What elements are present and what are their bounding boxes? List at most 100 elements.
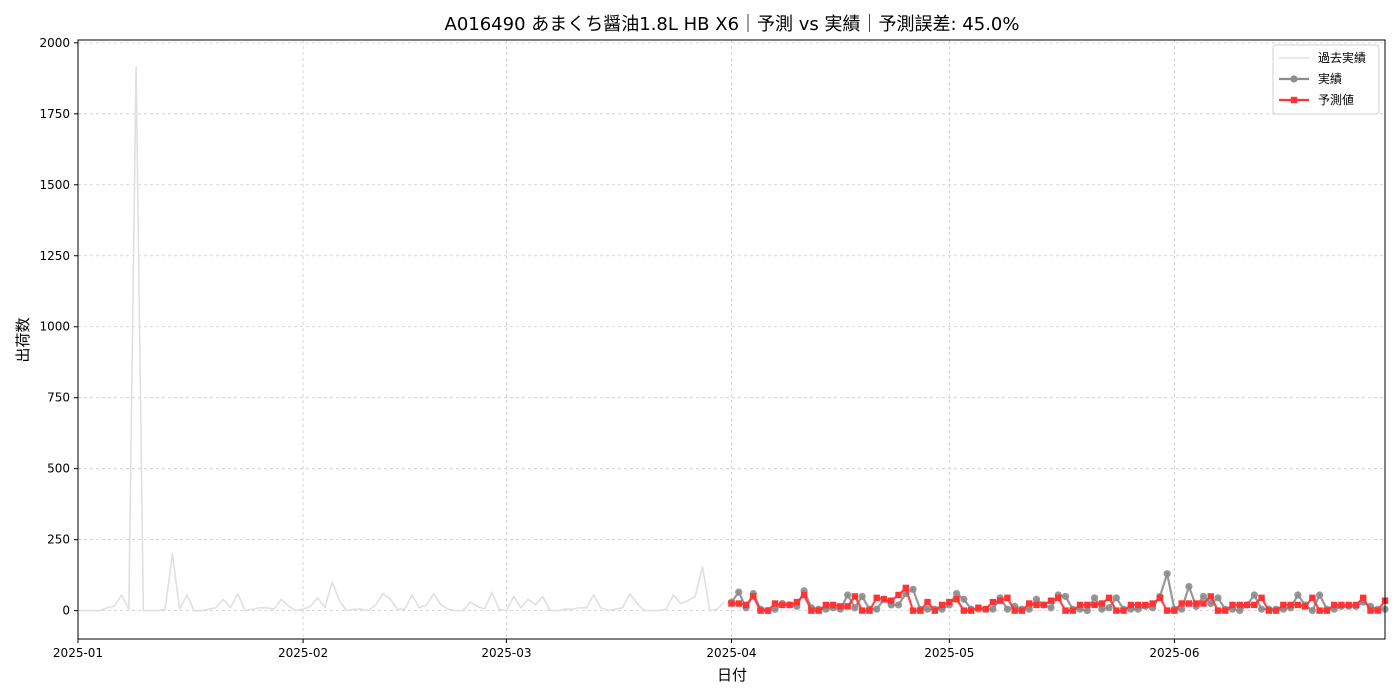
data-point [1250,591,1258,599]
x-tick-label: 2025-05 [924,646,974,660]
data-point [1301,603,1309,610]
data-point [793,598,801,606]
data-point [1061,592,1070,601]
data-point [1199,592,1208,601]
data-point [815,607,822,614]
data-point [1178,605,1186,613]
data-point [851,604,859,612]
data-point [1149,600,1156,607]
data-point [952,589,961,598]
series-2 [728,584,1389,614]
data-point [1309,594,1316,602]
data-point [1214,594,1222,602]
data-point [859,607,866,614]
data-point [924,598,931,606]
data-point [917,607,924,614]
data-point [1294,601,1302,609]
data-point [844,591,852,599]
data-point [844,603,851,610]
data-point [1098,605,1106,613]
legend-entry: 実績 [1279,71,1342,86]
data-point [1207,593,1214,600]
data-point [895,591,902,599]
data-point [1076,601,1084,609]
data-point [1294,591,1302,599]
legend-box [1272,44,1380,115]
legend-entry: 予測値 [1279,92,1354,107]
data-point [1178,600,1185,607]
data-point [1287,601,1294,609]
data-point [946,598,953,606]
data-point [1120,607,1127,614]
data-point [1257,605,1266,613]
y-tick-label: 250 [47,533,70,547]
x-axis-label: 日付 [717,666,747,684]
data-point [771,600,779,607]
data-point [771,605,779,613]
data-point [1026,600,1033,607]
data-point [1214,607,1222,614]
data-point [880,596,888,603]
data-point [822,601,830,609]
data-point [967,607,975,614]
y-tick-label: 1250 [39,249,70,263]
data-point [1047,597,1055,604]
legend-label: 予測値 [1318,92,1354,107]
data-point [996,597,1004,604]
data-point [1112,594,1120,602]
x-tick-label: 2025-02 [278,646,328,660]
data-point [800,591,808,599]
data-point [1243,601,1251,609]
data-point [1033,601,1040,609]
data-point [1236,601,1243,609]
x-tick-label: 2025-03 [481,646,531,660]
data-point [1025,605,1033,613]
data-point [1185,600,1193,607]
data-point [1316,607,1323,614]
data-point [742,601,750,609]
data-point [938,601,946,609]
chart-title: A016490 あまくち醤油1.8L HB X6｜予測 vs 実績｜予測誤差: … [445,14,1020,35]
data-point [1236,607,1244,615]
data-point [1090,594,1099,602]
data-point [1011,607,1018,614]
data-point [786,601,793,609]
ticks-layer: 0 250 500 750 1000 1250 1500 1750 2000 2025-01 202… [39,36,1199,660]
legend-label: 実績 [1318,71,1342,86]
data-point [1156,594,1164,602]
data-point [909,585,917,593]
y-tick-label: 1500 [39,178,70,192]
data-point [1360,594,1367,602]
data-point [1084,601,1091,609]
y-tick-label: 1750 [39,107,70,121]
data-point [866,607,873,614]
data-point [1345,601,1352,609]
data-point [1018,607,1026,614]
data-point [1032,595,1041,603]
data-point [829,601,837,609]
data-point [989,605,997,613]
data-point [923,605,932,613]
y-tick-label: 500 [47,462,70,476]
data-point [750,593,757,600]
data-point [960,607,968,614]
data-point [1352,601,1360,609]
data-point [1280,601,1287,609]
data-point [779,601,786,609]
data-point [1330,601,1338,609]
y-tick-label: 0 [62,604,70,618]
data-point [1200,600,1207,607]
data-point [953,596,960,603]
data-point [1083,607,1091,615]
legend-marker [1290,96,1298,104]
data-point [1134,601,1142,609]
data-point [873,605,881,613]
legend-label: 過去実績 [1318,50,1366,65]
data-point [1105,604,1113,612]
x-tick-label: 2025-06 [1149,646,1199,660]
y-tick-label: 1000 [39,320,70,334]
legend-marker [1290,75,1298,83]
data-point [931,607,939,614]
